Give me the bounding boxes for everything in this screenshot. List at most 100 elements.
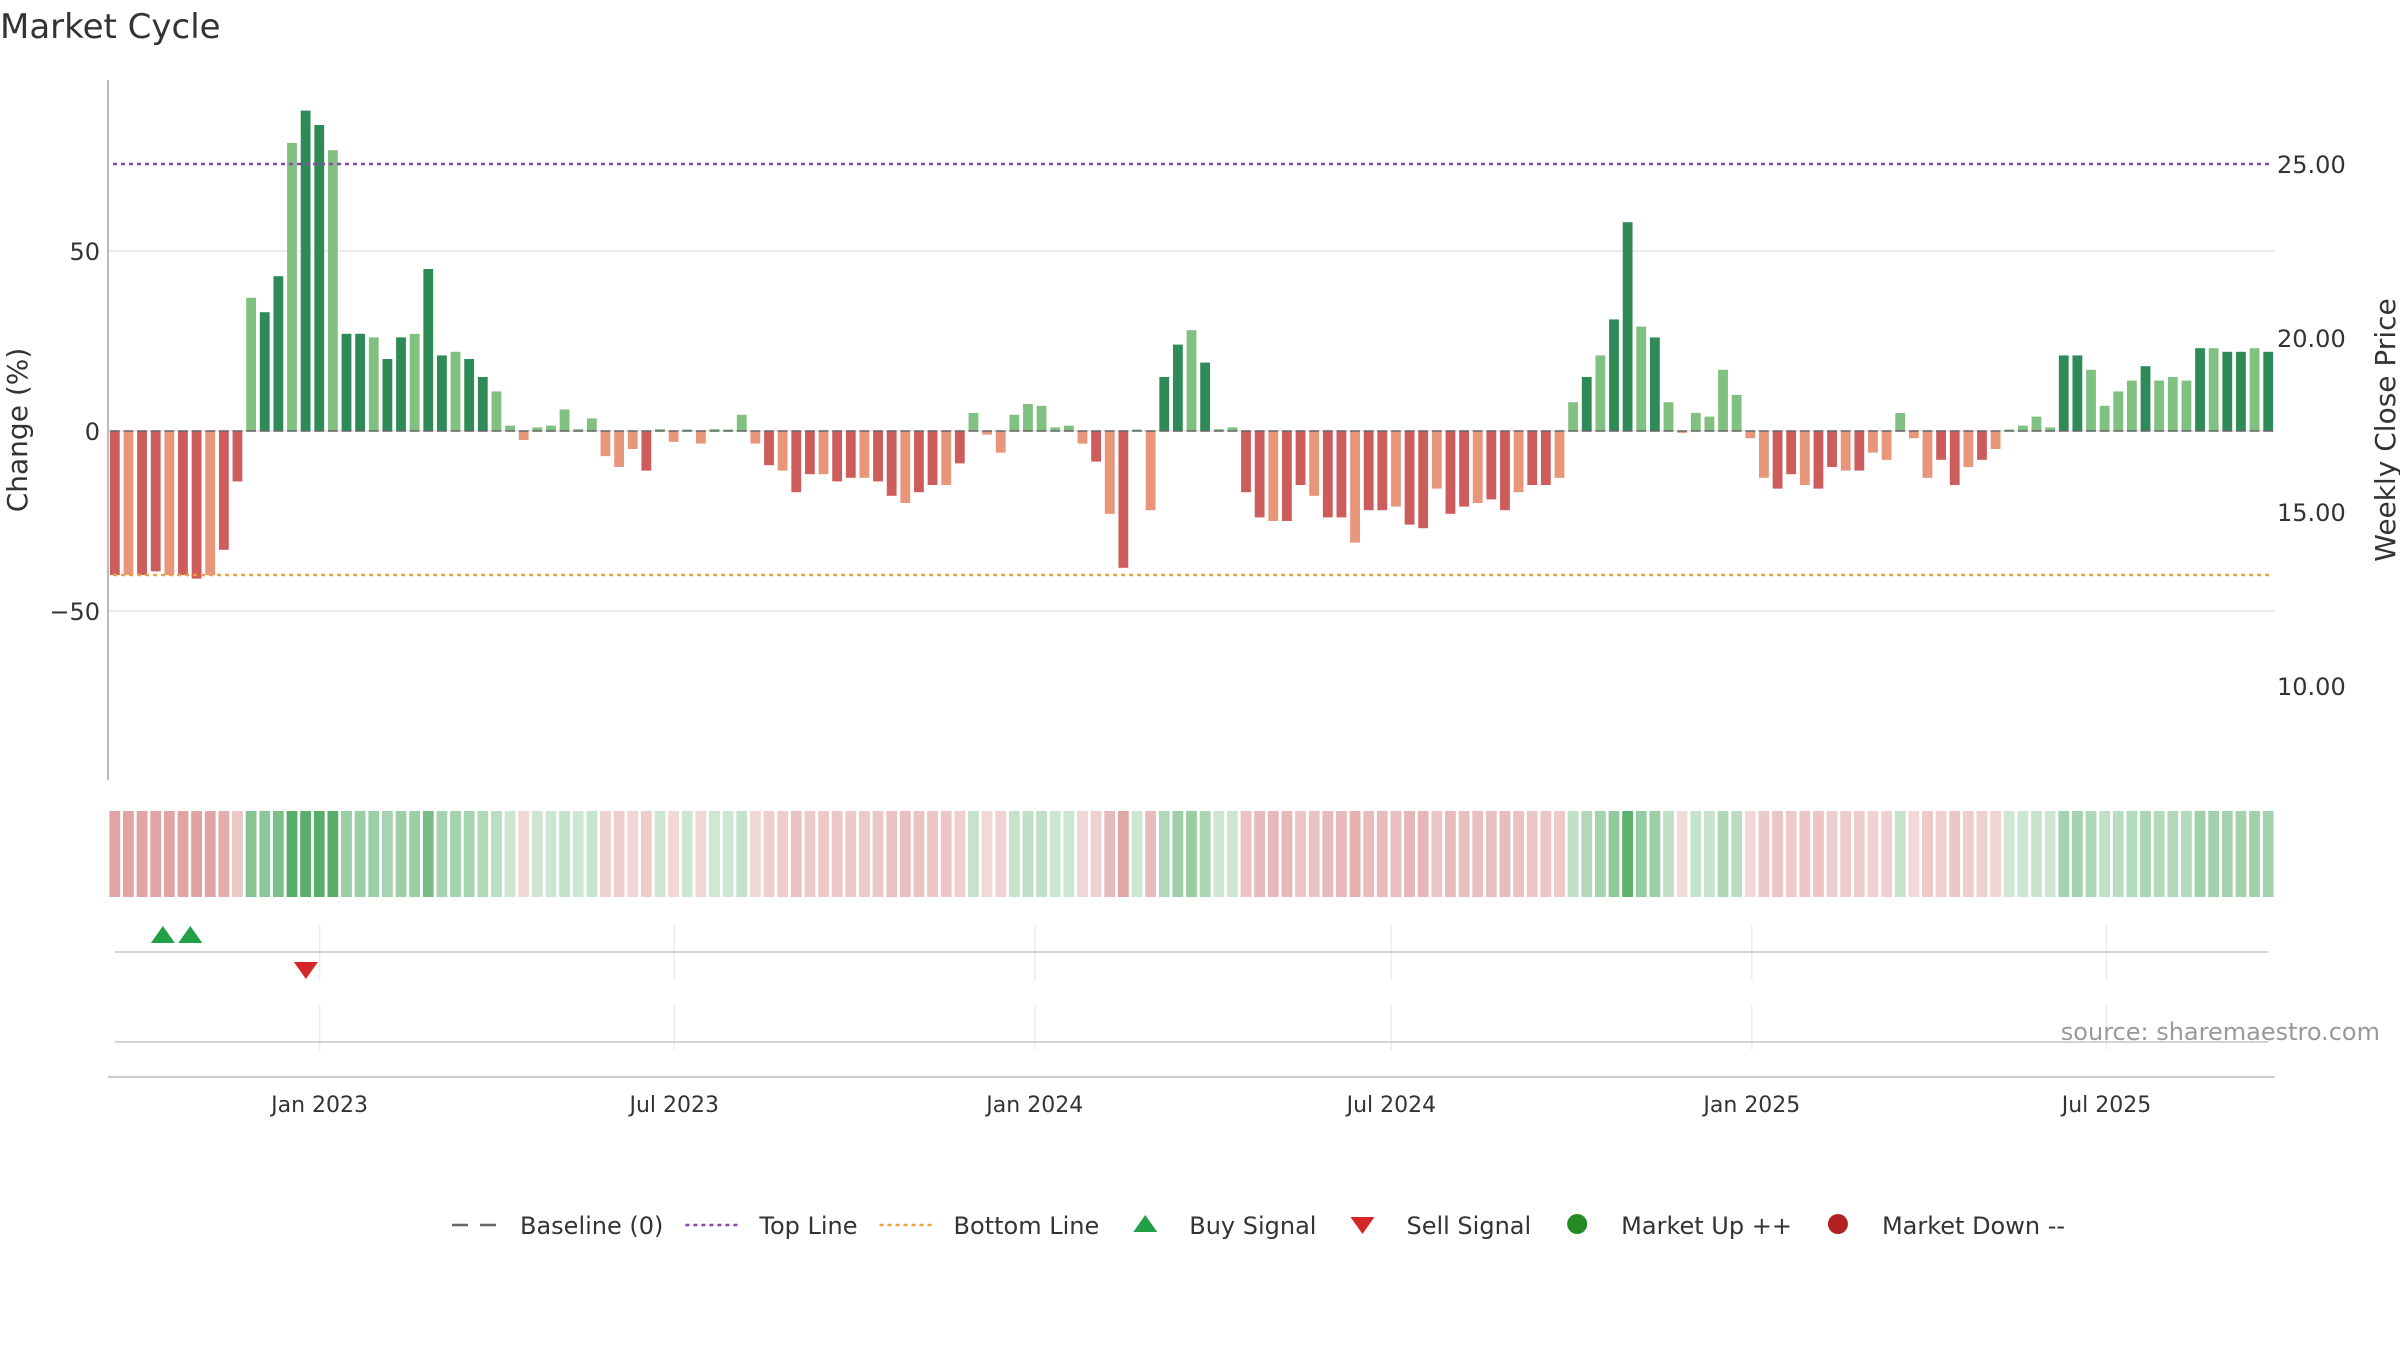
change-bar: [1540, 431, 1551, 485]
y-tick-label-right: 20.00: [2277, 325, 2346, 353]
regime-cell: [245, 811, 257, 897]
change-bar: [1295, 431, 1306, 485]
change-bar: [1391, 431, 1401, 507]
change-bar: [137, 431, 147, 575]
regime-cell: [1104, 811, 1116, 897]
regime-cell: [341, 811, 352, 897]
regime-cell: [818, 811, 829, 897]
regime-cell: [722, 811, 734, 897]
change-bar: [573, 429, 584, 431]
change-bar: [505, 425, 515, 431]
regime-cell: [1894, 811, 1906, 897]
regime-cell: [1158, 811, 1170, 897]
change-bar: [1881, 431, 1892, 460]
change-bar: [995, 431, 1006, 453]
regime-cell: [272, 811, 284, 897]
regime-cell: [1703, 811, 1715, 897]
regime-cell: [1717, 811, 1729, 897]
change-bar: [886, 431, 897, 496]
chart-title: Market Cycle: [0, 7, 221, 47]
change-bar: [464, 359, 475, 431]
change-bar: [1677, 431, 1688, 433]
regime-cell: [1349, 811, 1361, 897]
change-bar: [1977, 431, 1987, 460]
change-bar: [2126, 380, 2137, 431]
change-bar: [2167, 377, 2178, 431]
regime-cell: [1840, 811, 1852, 897]
regime-cell: [1622, 811, 1634, 897]
change-bar: [1268, 431, 1279, 521]
x-tick-label: Jul 2025: [2060, 1093, 2152, 1118]
regime-cell: [1267, 811, 1279, 897]
change-bar: [2208, 348, 2219, 431]
change-bar: [1527, 431, 1538, 485]
legend-item-buy: Buy Signal: [1133, 1212, 1316, 1240]
regime-cell: [1485, 811, 1497, 897]
legend-item-baseline: Baseline (0): [452, 1212, 663, 1240]
x-tick-label: Jul 2024: [1345, 1093, 1437, 1118]
change-bar: [1023, 404, 1033, 431]
change-bar: [1786, 431, 1797, 475]
change-bar: [668, 431, 679, 442]
change-bar: [2236, 351, 2246, 431]
change-bar: [1200, 362, 1211, 431]
change-bar: [2154, 380, 2165, 431]
legend-label: Market Up ++: [1621, 1212, 1792, 1240]
legend-label: Sell Signal: [1406, 1212, 1531, 1240]
legend: Baseline (0) Top Line Bottom Line Buy Signa…: [452, 1212, 2065, 1240]
regime-cell: [1540, 811, 1552, 897]
regime-cell: [681, 811, 693, 897]
regime-cell: [749, 811, 761, 897]
change-bar: [178, 431, 188, 575]
regime-cell: [1949, 811, 1961, 897]
regime-cell: [123, 811, 134, 897]
regime-cell: [600, 811, 611, 897]
legend-label: Baseline (0): [520, 1212, 663, 1240]
change-bar: [1050, 427, 1061, 431]
legend-swatch-sell: [1350, 1217, 1375, 1234]
regime-cell: [1336, 811, 1347, 897]
regime-cell: [2126, 811, 2138, 897]
legend-label: Buy Signal: [1189, 1212, 1316, 1240]
regime-cell: [695, 811, 707, 897]
regime-cell: [1458, 811, 1470, 897]
regime-cell: [1581, 811, 1593, 897]
change-bar: [832, 431, 843, 482]
regime-cell: [777, 811, 789, 897]
regime-cell: [1008, 811, 1020, 897]
change-bar: [1309, 431, 1320, 496]
regime-cell: [1690, 811, 1702, 897]
change-bar: [382, 359, 393, 431]
regime-cell: [559, 811, 570, 897]
regime-cell: [436, 811, 448, 897]
change-bar: [1513, 431, 1524, 493]
sell-signal-marker: [293, 962, 318, 979]
regime-cell: [1445, 811, 1456, 897]
change-bar: [764, 431, 774, 466]
regime-cell: [1090, 811, 1102, 897]
regime-cell: [763, 811, 775, 897]
change-bar: [1213, 429, 1224, 431]
regime-cell: [1881, 811, 1892, 897]
regime-cell: [586, 811, 598, 897]
regime-cell: [1935, 811, 1947, 897]
change-bar: [1718, 369, 1728, 431]
change-bar: [246, 297, 257, 431]
legend-swatch-up: [1567, 1214, 1588, 1234]
change-bar: [1486, 431, 1497, 500]
legend-item-down: Market Down --: [1827, 1212, 2065, 1240]
regime-cell: [409, 811, 421, 897]
regime-cell: [968, 811, 979, 897]
regime-cell: [640, 811, 652, 897]
regime-cell: [2153, 811, 2165, 897]
change-bar: [1350, 431, 1360, 543]
regime-cell: [518, 811, 530, 897]
change-bar: [1772, 431, 1783, 489]
change-bar: [655, 429, 665, 431]
regime-cell: [2167, 811, 2179, 897]
change-bar: [259, 312, 270, 431]
regime-cell: [1554, 811, 1565, 897]
change-bar: [1704, 416, 1715, 431]
regime-cell: [1036, 811, 1047, 897]
regime-cell: [790, 811, 802, 897]
